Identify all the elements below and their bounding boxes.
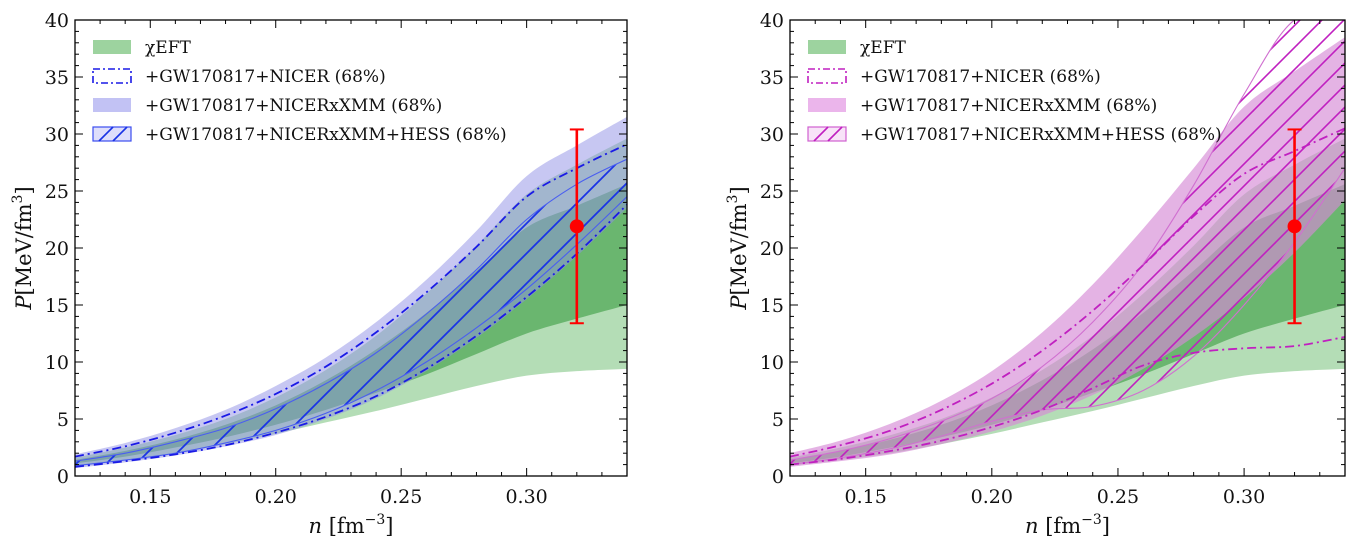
y-axis-label: P[MeV/fm3]: [725, 186, 751, 310]
hess-hatched-band: [75, 158, 627, 467]
y-tick-label: 15: [760, 295, 784, 317]
legend-label-nicer: +GW170817+NICER (68%): [860, 67, 1101, 87]
y-tick-label: 30: [760, 124, 784, 146]
y-tick-label: 10: [760, 352, 784, 374]
right-legend: χEFT +GW170817+NICER (68%) +GW170817+NIC…: [807, 38, 1222, 145]
x-tick-label: 0.15: [129, 486, 171, 508]
legend-label-nicerxxmm: +GW170817+NICERxXMM (68%): [860, 96, 1157, 116]
legend-hatch-hess: [98, 126, 128, 142]
legend-swatch-nicer: [807, 68, 847, 84]
x-axis-label: n [fm−3]: [1025, 512, 1110, 538]
left-panel: 0.15 0.20 0.25 0.30 0 5 10 15 20 25 30 35 40 n [fm−3]…: [10, 10, 628, 538]
legend-swatch-nicerxxmm: [93, 98, 131, 112]
x-tick-label: 0.30: [1223, 486, 1265, 508]
y-tick-label: 40: [760, 10, 784, 32]
data-point: [1287, 219, 1302, 234]
x-tick-label: 0.15: [845, 486, 887, 508]
y-tick-label: 20: [760, 238, 784, 260]
legend-swatch-nicer: [92, 68, 132, 84]
y-tick-label: 10: [45, 352, 69, 374]
x-tick-label: 0.25: [1097, 486, 1139, 508]
legend-label-nicerxxmm: +GW170817+NICERxXMM (68%): [145, 96, 442, 116]
y-tick-label: 5: [772, 409, 784, 431]
x-tick-label: 0.30: [505, 486, 547, 508]
hess-hatched-band: [790, 20, 1345, 466]
y-tick-label: 0: [57, 466, 69, 488]
nicer-lower-dashdot-line: [790, 336, 1345, 466]
y-tick-label: 40: [45, 10, 69, 32]
x-tick-label: 0.20: [971, 486, 1013, 508]
x-axis-label: n [fm−3]: [309, 512, 394, 538]
x-tick-label: 0.20: [255, 486, 297, 508]
legend-label-chieft: χEFT: [860, 38, 907, 58]
legend-swatch-chieft: [93, 40, 131, 54]
y-tick-label: 15: [45, 295, 69, 317]
legend-label-nicer: +GW170817+NICER (68%): [145, 67, 386, 87]
y-tick-label: 35: [760, 67, 784, 89]
nicer-lower-dashdot-line: [75, 204, 627, 468]
legend-swatch-chieft: [808, 40, 846, 54]
y-axis-label: P[MeV/fm3]: [10, 186, 36, 310]
nicer-upper-dashdot-line: [75, 143, 627, 458]
y-tick-label: 25: [45, 181, 69, 203]
y-tick-label: 35: [45, 67, 69, 89]
x-tick-label: 0.25: [380, 486, 422, 508]
y-tick-label: 5: [57, 409, 69, 431]
legend-label-chieft: χEFT: [145, 38, 192, 58]
y-tick-label: 25: [760, 181, 784, 203]
y-tick-label: 30: [45, 124, 69, 146]
nicer-upper-dashdot-line: [790, 127, 1345, 458]
y-tick-label: 20: [45, 238, 69, 260]
right-panel: 0.15 0.20 0.25 0.30 0 5 10 15 20 25 30 35 40 n [fm−3]…: [725, 10, 1346, 538]
y-tick-label: 0: [772, 466, 784, 488]
legend-swatch-nicerxxmm: [808, 98, 846, 112]
legend-label-hess: +GW170817+NICERxXMM+HESS (68%): [860, 125, 1222, 145]
left-legend: χEFT +GW170817+NICER (68%) +GW170817+NIC…: [92, 38, 507, 145]
data-point: [569, 219, 584, 234]
legend-hatch-hess: [813, 126, 843, 142]
legend-label-hess: +GW170817+NICERxXMM+HESS (68%): [145, 125, 507, 145]
